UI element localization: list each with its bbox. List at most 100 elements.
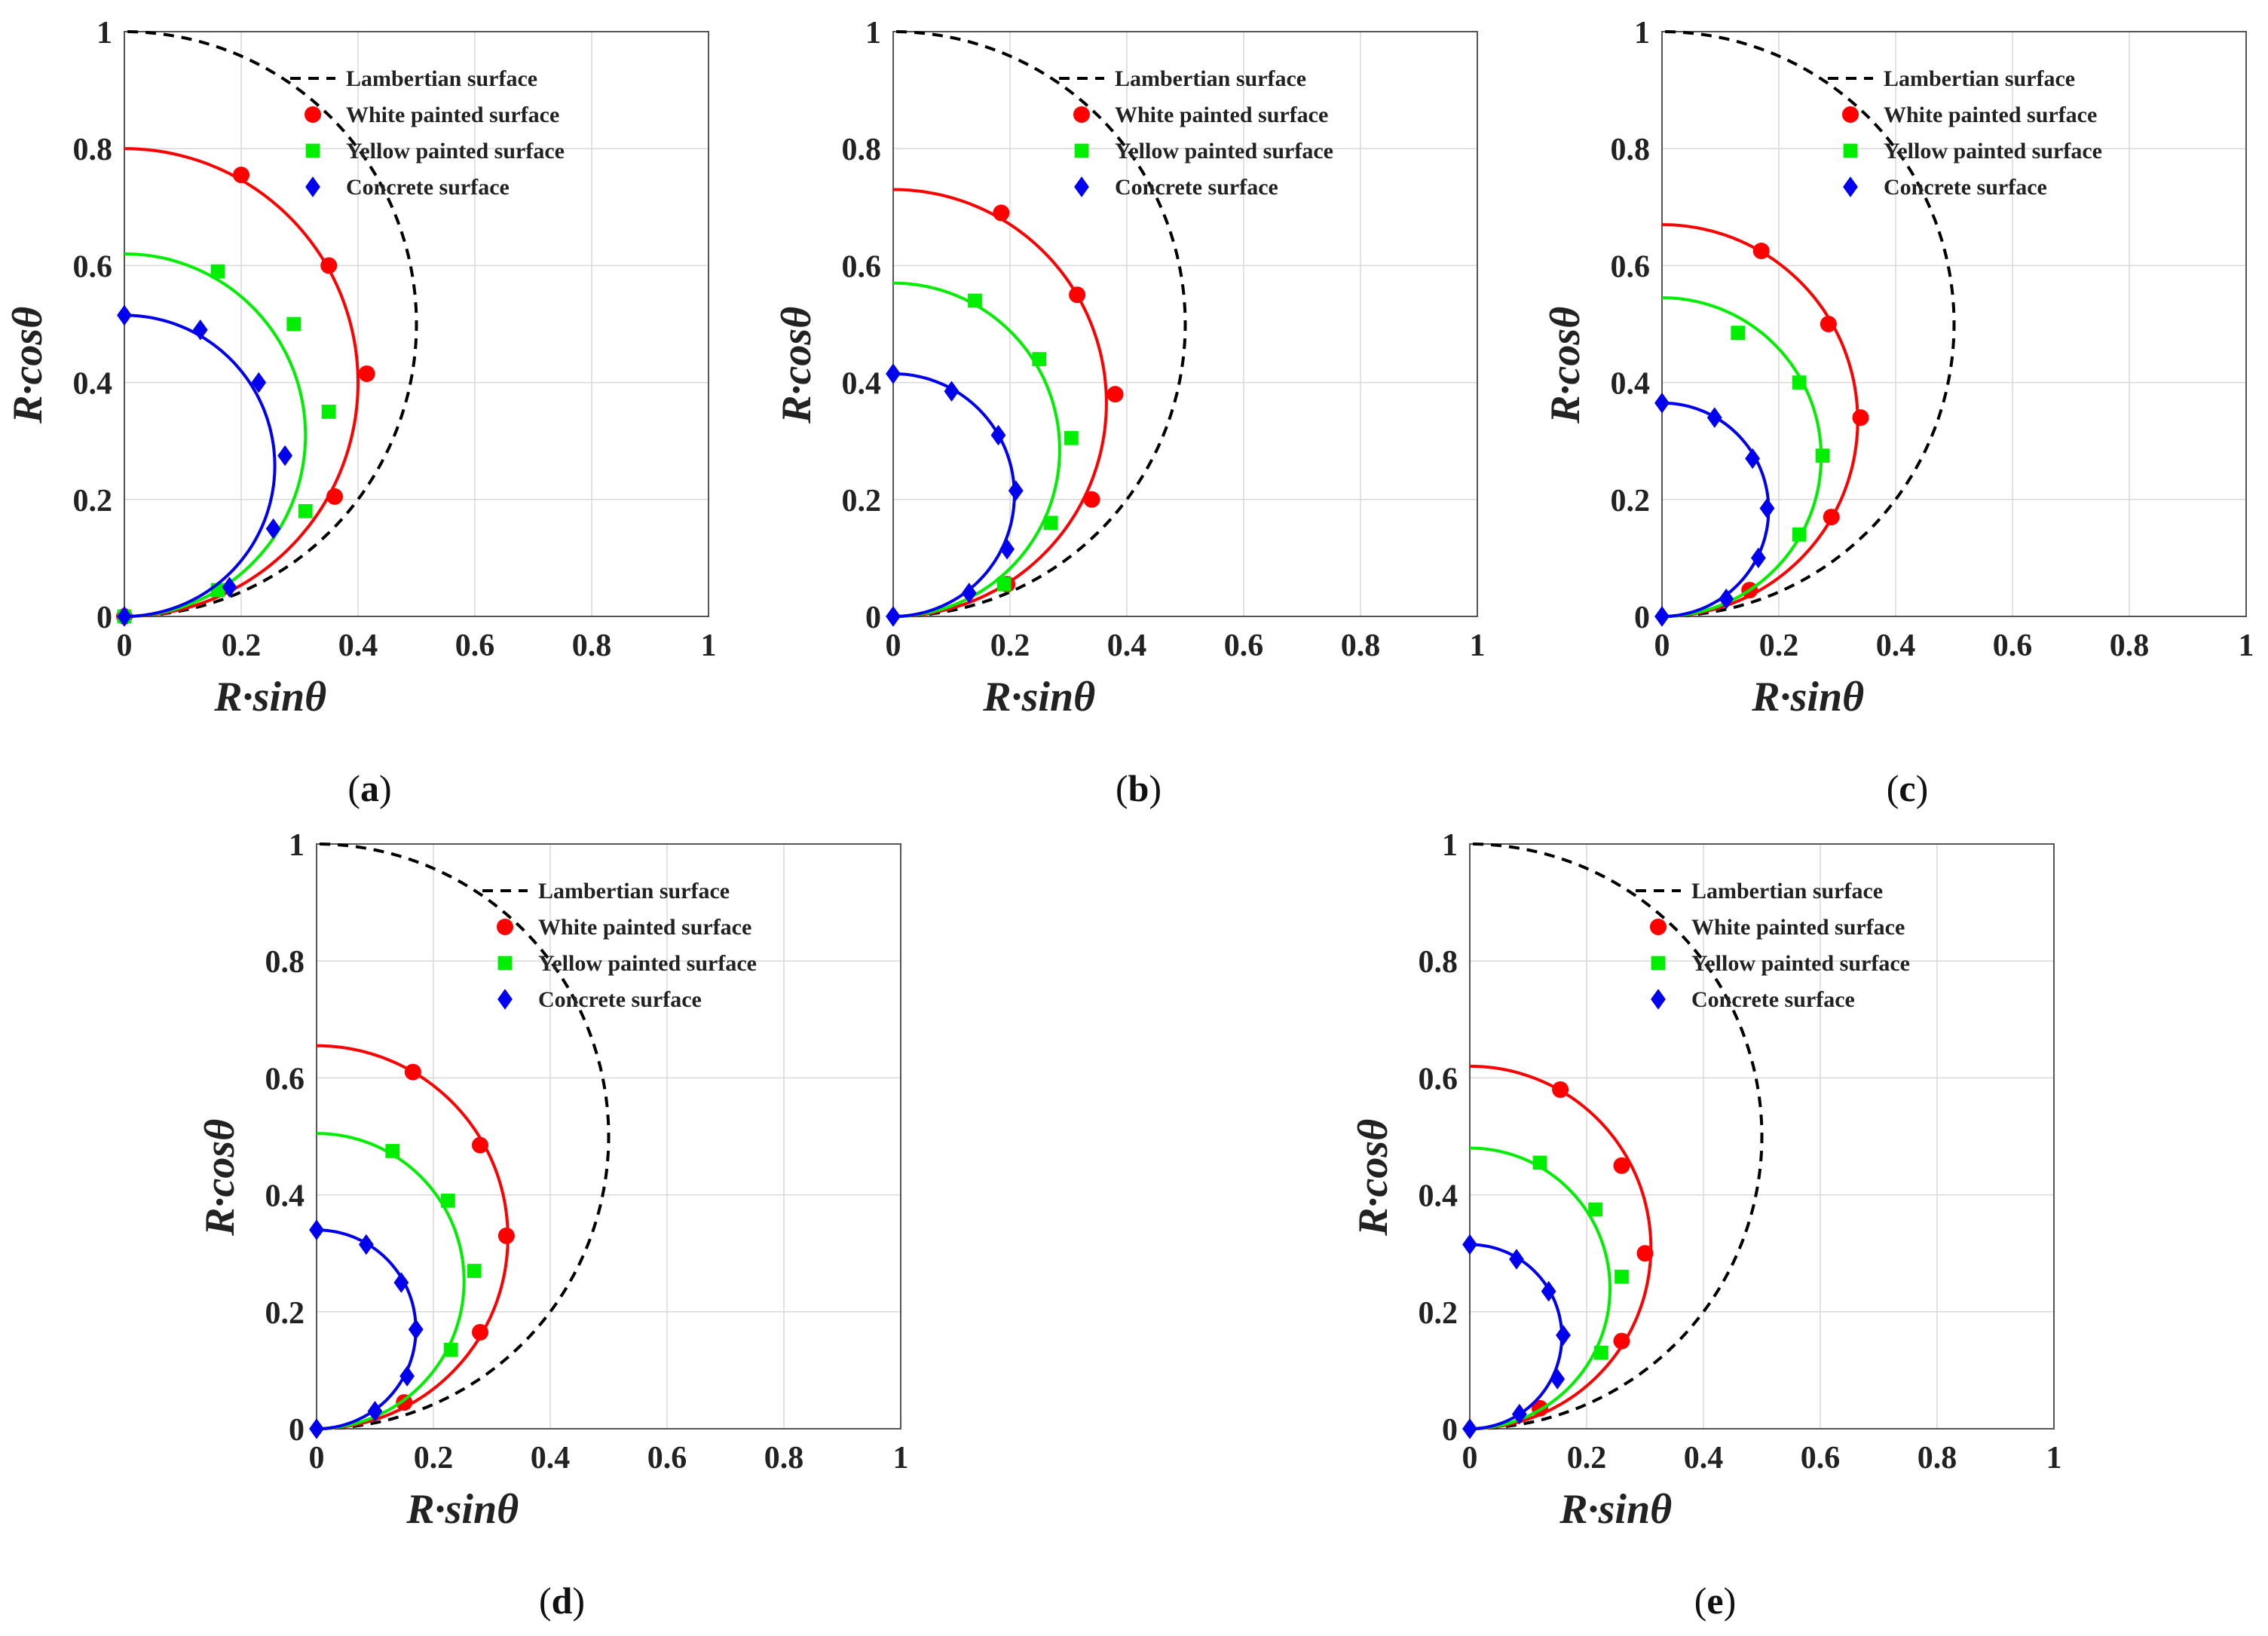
y-tick-label: 0.2: [842, 484, 882, 518]
chart-panel-e: 0 0.2 0.4 0.6 0.8 1 0 0.2 0.4 0.6 0.8 1 R·sinθ R·cosθ…: [1350, 828, 2062, 1622]
legend-swatch-yellow_surface: [1843, 143, 1858, 158]
x-tick-label: 0.2: [414, 1441, 454, 1475]
legend-swatch-yellow_surface: [497, 956, 513, 971]
data-point-white_surface: [358, 365, 375, 382]
legend-label-yellow_surface: Yellow painted surface: [1691, 951, 1910, 976]
x-tick-label: 0.2: [1759, 628, 1799, 663]
data-point-concrete_surface: [944, 381, 960, 402]
data-point-concrete_surface: [408, 1319, 424, 1340]
data-point-concrete_surface: [1462, 1234, 1477, 1255]
y-axis-title: R·cosθ: [1542, 307, 1589, 424]
x-tick-label: 1: [1470, 628, 1486, 663]
chart-panel-a: 0 0.2 0.4 0.6 0.8 1 0 0.2 0.4 0.6 0.8 1 R·sinθ R·cosθ…: [5, 16, 717, 809]
data-point-yellow_surface: [996, 576, 1012, 592]
legend-label-yellow_surface: Yellow painted surface: [1884, 139, 2102, 164]
data-point-concrete_surface: [309, 1219, 324, 1240]
subfigure-label: (a): [347, 767, 391, 809]
x-tick-label: 0: [886, 628, 901, 663]
data-point-yellow_surface: [1588, 1202, 1602, 1217]
y-tick-label: 0: [1634, 601, 1650, 635]
data-point-white_surface: [326, 488, 343, 505]
data-point-concrete_surface: [251, 372, 267, 393]
data-point-yellow_surface: [1043, 515, 1058, 531]
data-point-concrete_surface: [192, 320, 208, 341]
data-point-concrete_surface: [886, 363, 901, 384]
legend-swatch-white_surface: [1073, 106, 1090, 123]
lambertian-curve: [316, 842, 611, 1430]
series-lambertian: [1661, 30, 1956, 618]
x-axis-title: R·sinθ: [1751, 674, 1864, 720]
x-tick-label: 1: [2239, 628, 2254, 663]
x-tick-label: 1: [893, 1441, 909, 1475]
data-point-white_surface: [1636, 1245, 1654, 1262]
data-point-concrete_surface: [358, 1234, 374, 1255]
legend-swatch-concrete_surface: [497, 989, 513, 1010]
axes-frame: [1661, 31, 2247, 617]
series-concrete_surface: [309, 1219, 424, 1439]
x-tick-label: 0.4: [1684, 1441, 1724, 1475]
x-tick-label: 0: [117, 628, 133, 663]
data-point-yellow_surface: [385, 1144, 400, 1158]
legend-label-white_surface: White painted surface: [1884, 102, 2097, 127]
data-point-yellow_surface: [467, 1264, 482, 1278]
data-point-concrete_surface: [999, 539, 1015, 560]
x-tick-label: 0.8: [764, 1441, 804, 1475]
legend: Lambertian surface White painted surface Y…: [1828, 66, 2102, 200]
x-axis-title: R·sinθ: [982, 674, 1095, 720]
x-tick-label: 0.6: [1224, 628, 1264, 663]
x-tick-label: 1: [2046, 1441, 2062, 1475]
data-point-yellow_surface: [1615, 1269, 1629, 1284]
lambertian-curve: [1661, 30, 1956, 618]
legend-swatch-concrete_surface: [1074, 176, 1089, 197]
data-point-white_surface: [472, 1136, 488, 1154]
chart-panel-d: 0 0.2 0.4 0.6 0.8 1 0 0.2 0.4 0.6 0.8 1 R·sinθ R·cosθ…: [197, 828, 909, 1622]
series-lambertian: [316, 842, 611, 1430]
x-tick-label: 0.8: [1341, 628, 1381, 663]
legend-label-lambertian: Lambertian surface: [1691, 879, 1883, 904]
data-point-concrete_surface: [1556, 1325, 1571, 1346]
y-tick-label: 0.8: [1419, 945, 1458, 980]
y-tick-label: 0.4: [842, 367, 882, 402]
y-tick-label: 0.4: [265, 1179, 305, 1214]
series-yellow_surface: [316, 1132, 482, 1430]
legend: Lambertian surface White painted surface Y…: [290, 66, 565, 200]
y-tick-label: 0.4: [1611, 367, 1651, 402]
legend-label-lambertian: Lambertian surface: [1115, 66, 1306, 91]
data-point-concrete_surface: [222, 576, 237, 598]
data-point-yellow_surface: [441, 1194, 455, 1208]
y-tick-label: 0.6: [842, 249, 882, 284]
subfigure-label: (e): [1694, 1579, 1737, 1622]
legend-label-yellow_surface: Yellow painted surface: [346, 139, 565, 164]
axes-frame: [1469, 843, 2055, 1430]
data-point-white_surface: [472, 1323, 488, 1341]
x-tick-label: 0.6: [1993, 628, 2033, 663]
x-tick-label: 0: [1462, 1441, 1478, 1475]
data-point-concrete_surface: [309, 1418, 324, 1439]
data-point-white_surface: [497, 1227, 515, 1244]
data-point-white_surface: [1106, 386, 1124, 403]
x-axis-title: R·sinθ: [1559, 1486, 1672, 1533]
x-tick-label: 0.6: [1801, 1441, 1841, 1475]
data-point-yellow_surface: [1594, 1345, 1608, 1360]
data-point-concrete_surface: [117, 606, 132, 627]
data-point-concrete_surface: [1750, 547, 1766, 569]
legend-swatch-white_surface: [1842, 106, 1859, 123]
data-point-yellow_surface: [968, 293, 982, 308]
x-tick-label: 0.4: [531, 1441, 571, 1475]
y-tick-label: 0.4: [1419, 1179, 1458, 1214]
data-point-yellow_surface: [1792, 527, 1807, 542]
data-point-concrete_surface: [1550, 1368, 1566, 1390]
x-tick-label: 1: [701, 628, 717, 663]
x-tick-label: 0.8: [1918, 1441, 1957, 1475]
legend-label-concrete_surface: Concrete surface: [1691, 987, 1855, 1012]
data-point-yellow_surface: [443, 1342, 458, 1357]
x-tick-label: 0: [309, 1441, 325, 1475]
series-concrete_surface: [886, 363, 1024, 627]
legend-swatch-concrete_surface: [305, 176, 320, 197]
x-tick-label: 0.8: [572, 628, 612, 663]
legend-label-concrete_surface: Concrete surface: [1115, 175, 1278, 200]
legend-label-lambertian: Lambertian surface: [538, 879, 730, 904]
y-axis-title: R·cosθ: [197, 1119, 243, 1237]
data-point-white_surface: [1823, 509, 1840, 526]
data-point-concrete_surface: [961, 583, 977, 604]
